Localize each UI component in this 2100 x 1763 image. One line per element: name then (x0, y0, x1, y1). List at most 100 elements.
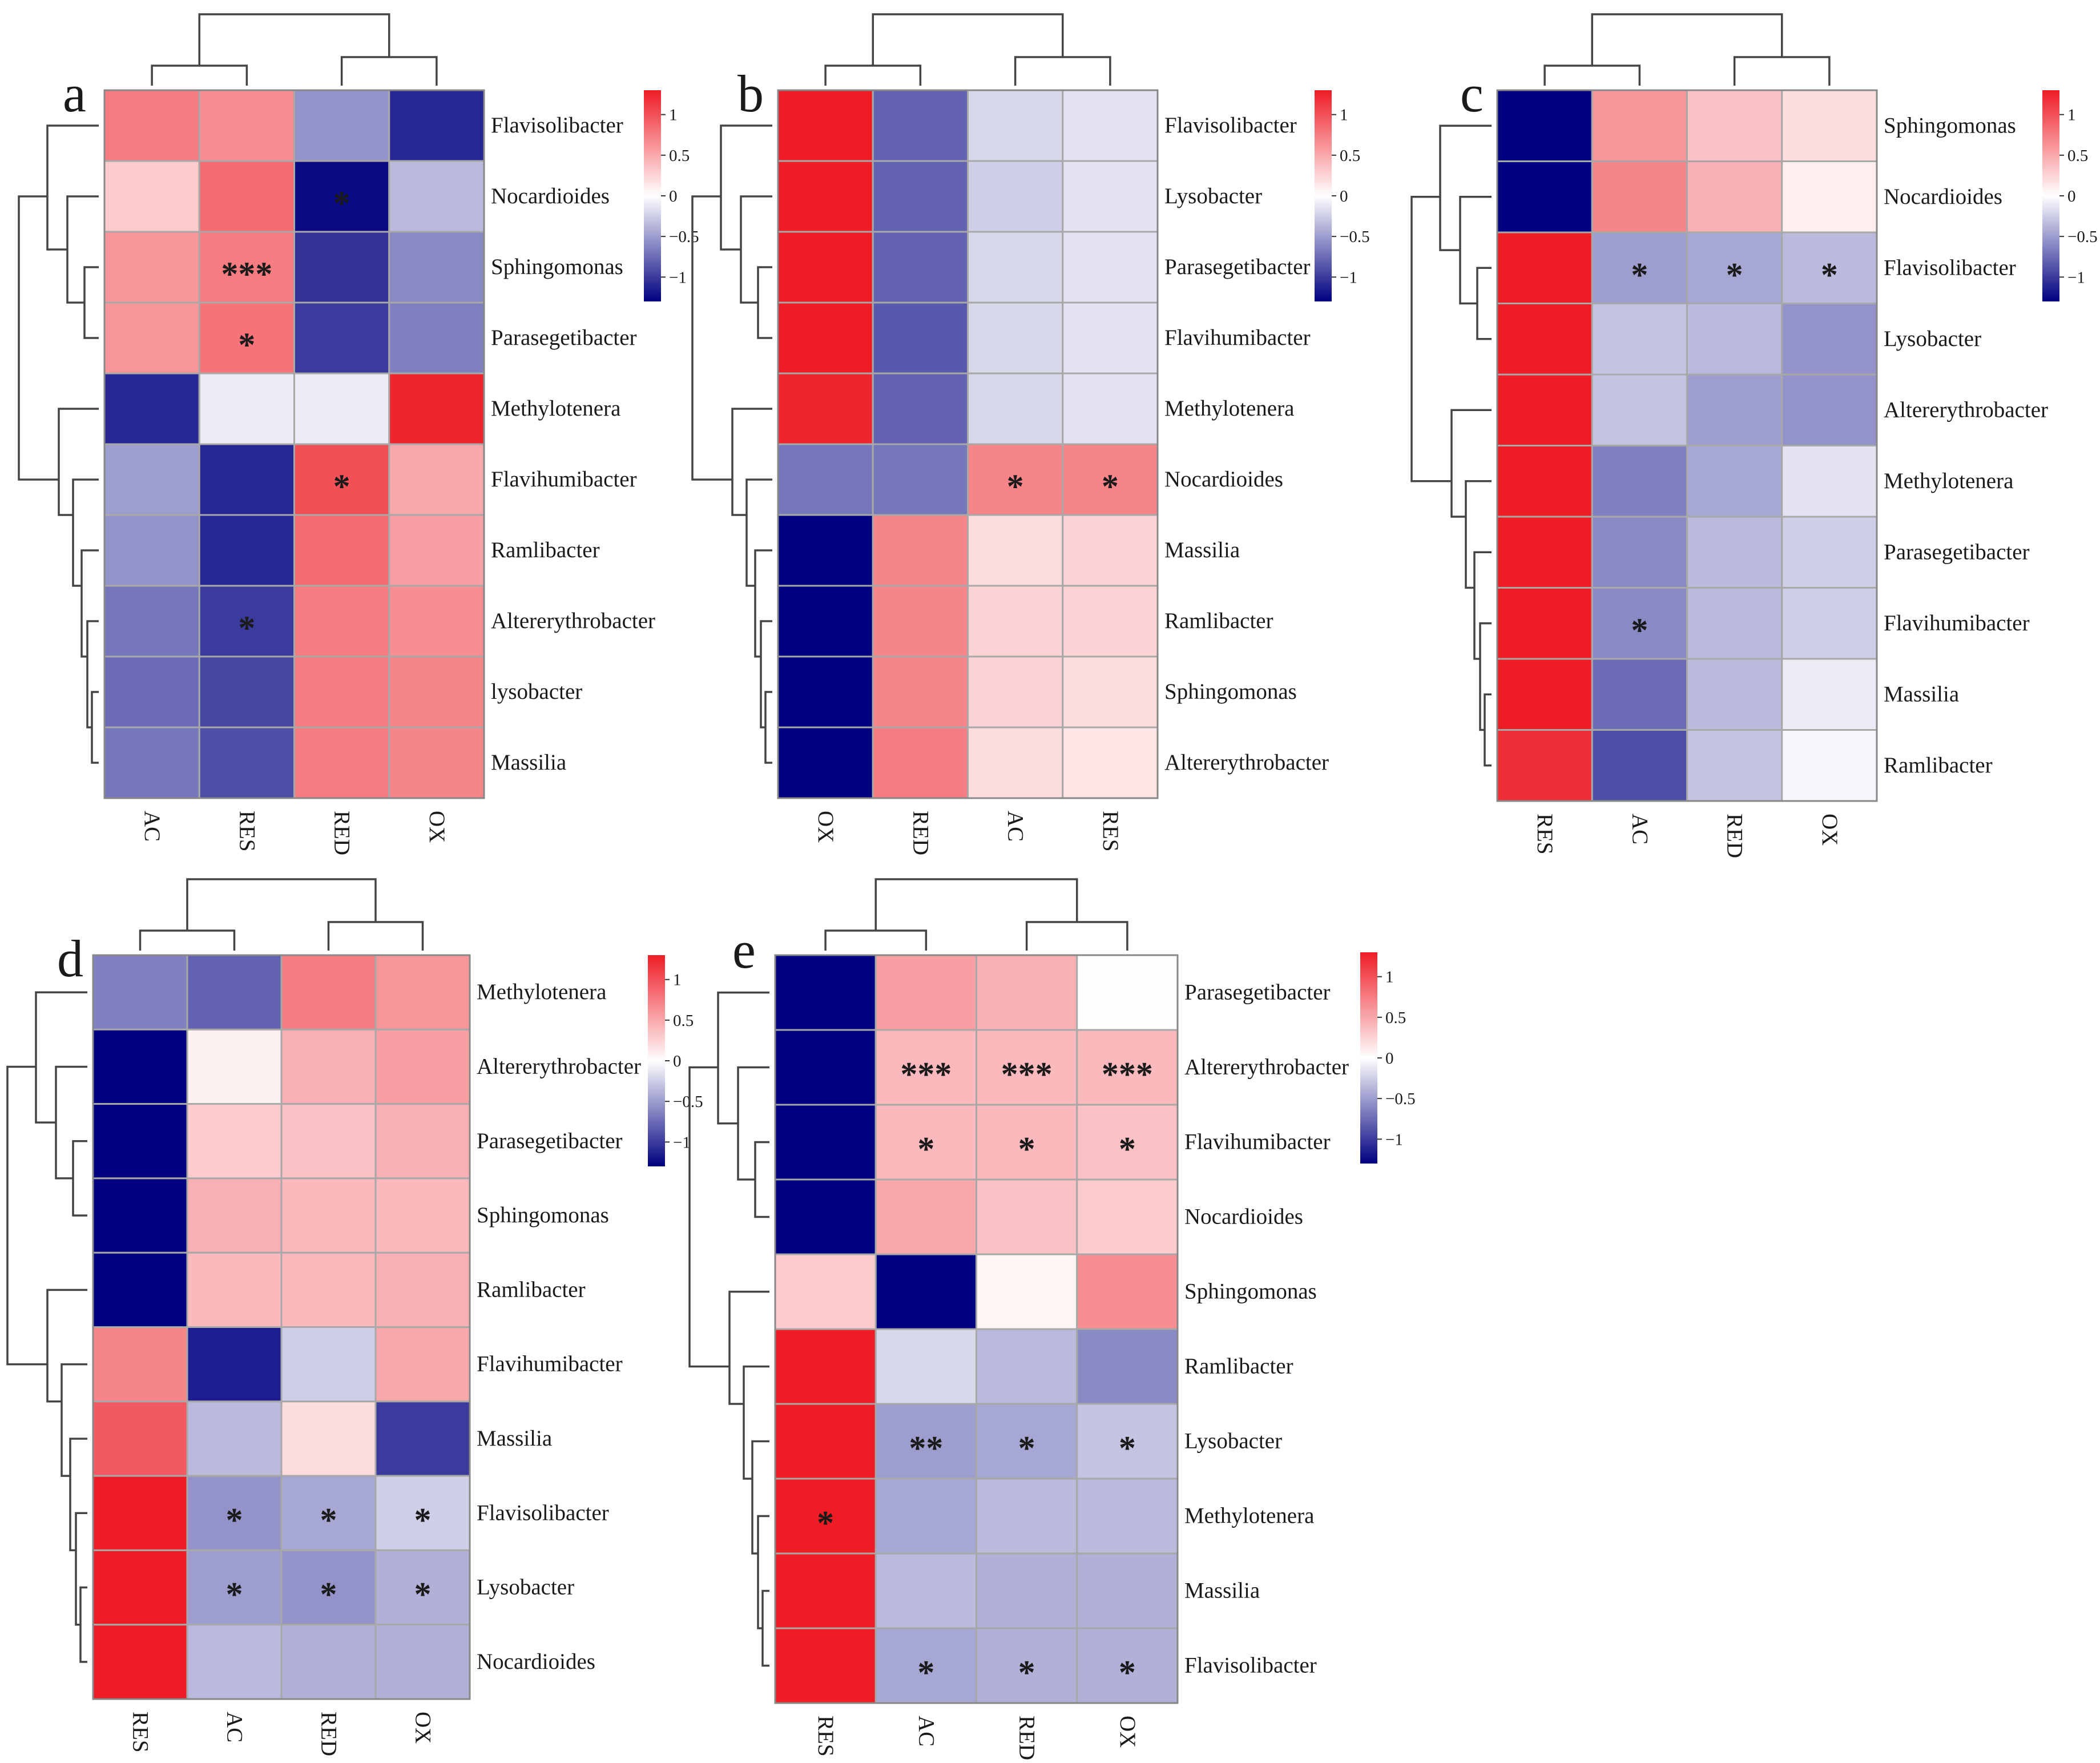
row-label: Flavisolibacter (1184, 1653, 1317, 1678)
colorbar-tick-label: 0.5 (1385, 1009, 1406, 1027)
row-label: Parasegetibacter (1884, 540, 2030, 564)
significance-star: * (226, 1501, 243, 1539)
heatmap-cell (92, 1549, 188, 1626)
colorbar (644, 90, 661, 301)
colorbar-tick-label: 1 (1340, 106, 1348, 124)
heatmap-cell (1062, 726, 1159, 799)
heatmap-cell (1781, 445, 1878, 518)
row-label: Nocardioides (1164, 467, 1283, 492)
column-label: OX (813, 811, 838, 843)
column-label: OX (1115, 1716, 1140, 1748)
heatmap-cell (388, 160, 485, 233)
row-label: Lysobacter (1184, 1429, 1282, 1454)
column-label: RED (1015, 1716, 1039, 1760)
heatmap-cell (872, 231, 969, 304)
heatmap-cell (388, 514, 485, 587)
heatmap-cell (198, 372, 295, 445)
heatmap-cell (1076, 1178, 1179, 1255)
heatmap-cell (374, 1028, 471, 1105)
heatmap-cell (976, 1029, 1078, 1106)
heatmap-cell (777, 301, 874, 375)
heatmap-cell (777, 372, 874, 445)
heatmap-cell (1062, 231, 1159, 304)
colorbar-tick-label: 1 (1385, 968, 1394, 987)
row-label: Altererythrobacter (1164, 750, 1329, 775)
row-label: Methylotenera (1884, 469, 2013, 493)
heatmap-cell (976, 1178, 1078, 1255)
heatmap-cell (1686, 658, 1783, 731)
heatmap-cell (103, 585, 200, 658)
heatmap-cell (1496, 658, 1593, 731)
row-label: Massilia (1164, 538, 1240, 562)
heatmap-cell (976, 1403, 1078, 1480)
heatmap-cell (976, 954, 1078, 1031)
panel-letter: e (732, 921, 756, 979)
significance-star: ** (909, 1430, 943, 1467)
heatmap-cell (774, 1627, 877, 1704)
heatmap-cell (872, 372, 969, 445)
heatmap-cell (874, 1328, 977, 1405)
column-label: AC (223, 1712, 247, 1742)
column-label: OX (425, 811, 449, 843)
heatmap-cell (293, 301, 390, 375)
significance-star: * (333, 468, 350, 505)
row-label: Flavihumibacter (1884, 611, 2030, 635)
heatmap-cell (1591, 89, 1688, 162)
heatmap-cell (1496, 373, 1593, 446)
heatmap-cell (1496, 729, 1593, 802)
heatmap-cell (1591, 160, 1688, 234)
significance-star: * (414, 1576, 432, 1613)
heatmap-cell (872, 160, 969, 233)
heatmap-cell (1686, 303, 1783, 376)
colorbar-tick-label: −0.5 (673, 1093, 703, 1111)
heatmap-cell (103, 655, 200, 728)
heatmap-cell (1781, 160, 1878, 234)
row-dendrogram (6, 991, 87, 1663)
colorbar-tick-label: 0 (2067, 187, 2076, 206)
row-label: Parasegetibacter (1184, 980, 1331, 1005)
heatmap-cell (874, 954, 977, 1031)
heatmap-cell (1076, 1029, 1179, 1106)
heatmap-cell (1781, 89, 1878, 162)
column-label: RES (128, 1712, 153, 1753)
heatmap-cell (774, 954, 877, 1031)
heatmap-cell (293, 231, 390, 304)
heatmap-cell (198, 301, 295, 375)
column-label: OX (1817, 814, 1842, 846)
heatmap-cell (777, 160, 874, 233)
row-label: Nocardioides (1884, 184, 2002, 209)
heatmap-cell (872, 655, 969, 728)
heatmap-cell (1076, 1104, 1179, 1181)
row-label: Flavihumibacter (1164, 325, 1311, 350)
column-label: RED (317, 1712, 341, 1756)
heatmap-cell (186, 1624, 283, 1700)
heatmap-cell (967, 160, 1064, 233)
heatmap-cell (967, 89, 1064, 162)
heatmap-cell (1076, 1253, 1179, 1330)
heatmap-cell (976, 1253, 1078, 1330)
colorbar-tick-label: 0 (1340, 187, 1348, 206)
heatmap-border (92, 954, 471, 1700)
heatmap-cell (92, 1103, 188, 1180)
significance-star: *** (1001, 1056, 1053, 1093)
heatmap-cell (872, 514, 969, 587)
column-label: AC (1003, 811, 1028, 842)
heatmap-cell (1591, 303, 1688, 376)
heatmap-cell (1591, 373, 1688, 446)
heatmap-cell (1591, 445, 1688, 518)
heatmap-cell (1062, 514, 1159, 587)
row-label: Massilia (491, 750, 566, 775)
heatmap-cell (198, 160, 295, 233)
heatmap-cell (374, 954, 471, 1031)
row-dendrogram (1410, 124, 1492, 767)
column-dendrogram (139, 878, 424, 951)
heatmap-cell (1496, 587, 1593, 660)
heatmap-cell (103, 372, 200, 445)
heatmap-cell (1686, 587, 1783, 660)
row-label: Nocardioides (477, 1649, 595, 1674)
heatmap-cell (374, 1177, 471, 1254)
column-label: RES (1098, 811, 1123, 852)
heatmap-border (774, 954, 1179, 1704)
